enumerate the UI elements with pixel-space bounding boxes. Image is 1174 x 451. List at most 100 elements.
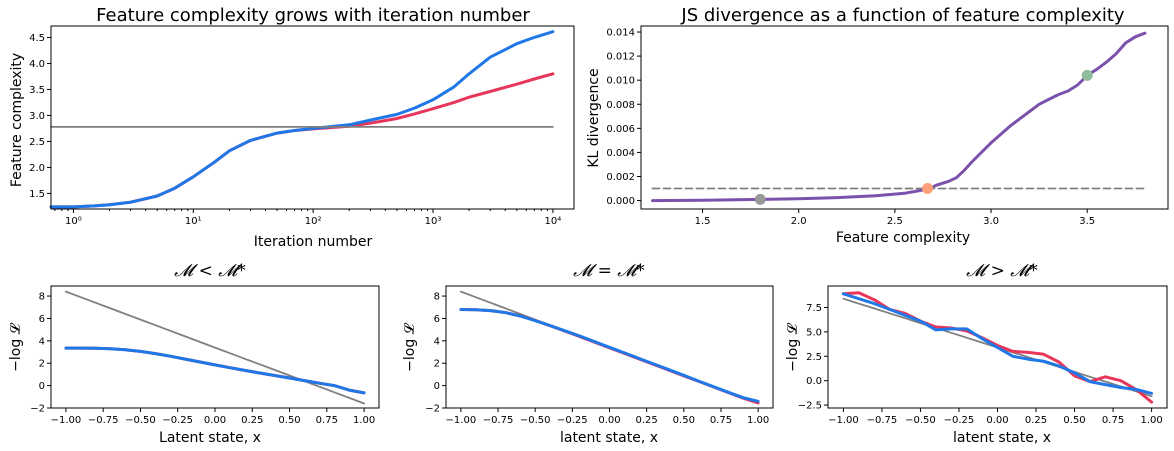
x-axis-label: latent state, x [560, 430, 658, 446]
chart-title: 𝓜 < 𝓜* [174, 261, 246, 281]
y-tick-label: 6 [39, 314, 45, 325]
x-tick-label: 3.0 [983, 216, 999, 227]
highlight-point [922, 183, 934, 195]
x-tick-label: 1.5 [695, 216, 711, 227]
y-tick-label: −2 [425, 404, 440, 415]
y-axis-label: Feature complexity [9, 53, 25, 187]
x-tick-label: −1.00 [51, 415, 82, 426]
x-tick-label: 10⁴ [545, 216, 562, 227]
x-axis-label: Feature complexity [836, 230, 970, 246]
y-tick-label: 4 [434, 336, 440, 347]
y-tick-label: 0.004 [606, 148, 635, 159]
y-tick-label: 1.5 [29, 189, 45, 200]
x-tick-label: −0.75 [867, 415, 898, 426]
y-tick-label: 3.0 [29, 111, 45, 122]
x-tick-label: 3.5 [1079, 216, 1095, 227]
chart-title: 𝓜 > 𝓜* [966, 261, 1038, 281]
x-tick-label: 10⁰ [65, 216, 82, 227]
chart-panel-js-divergence: JS divergence as a function of feature c… [586, 5, 1169, 246]
x-tick-label: 0.00 [204, 415, 226, 426]
chart-title: Feature complexity grows with iteration … [96, 5, 530, 26]
y-tick-label: 0.010 [606, 76, 635, 87]
plot-frame [640, 25, 1169, 210]
y-tick-label: 2.0 [29, 163, 45, 174]
y-tick-label: 0.000 [606, 196, 635, 207]
y-axis-label: −log 𝓛 [785, 322, 801, 372]
series-line-blue [49, 30, 555, 209]
y-tick-label: 5.0 [806, 327, 822, 338]
y-tick-label: 2.5 [806, 352, 822, 363]
series-line-blue [64, 346, 366, 395]
x-tick-label: 10³ [425, 216, 442, 227]
plot-frame [50, 25, 575, 210]
y-tick-label: 8 [434, 292, 440, 303]
x-tick-label: 0.25 [1025, 415, 1047, 426]
plot-area: −1.00 −0.75 −0.50 −0.25 0.00 0.25 0.50 0.75 1.00… [30, 285, 380, 426]
x-tick-label: −0.25 [557, 415, 588, 426]
chart-panel-m-equal: 𝓜 = 𝓜* latent state, x −log 𝓛 −1.00 −0.75… [402, 261, 774, 446]
y-tick-label: 0.002 [606, 172, 635, 183]
y-tick-label: 4.5 [29, 33, 45, 44]
series-line-blue [841, 292, 1154, 395]
y-tick-label: 7.5 [806, 303, 822, 314]
y-axis-label: −log 𝓛 [402, 322, 418, 372]
x-tick-label: 0.75 [1102, 415, 1124, 426]
y-tick-label: 0.0 [806, 376, 822, 387]
x-tick-label: 0.50 [1063, 415, 1085, 426]
y-tick-label: 2 [434, 359, 440, 370]
x-tick-label: 0.50 [278, 415, 300, 426]
x-axis-label: Iteration number [254, 234, 373, 250]
x-tick-label: −0.50 [905, 415, 936, 426]
series-line-purple [651, 31, 1147, 203]
x-tick-label: −0.25 [944, 415, 975, 426]
x-axis-label: latent state, x [953, 430, 1051, 446]
x-tick-label: 2.5 [887, 216, 903, 227]
x-tick-label: 1.00 [747, 415, 769, 426]
y-tick-label: −2.5 [798, 401, 822, 412]
chart-title: JS divergence as a function of feature c… [680, 5, 1125, 26]
y-tick-label: 6 [434, 314, 440, 325]
x-tick-label: −1.00 [828, 415, 859, 426]
x-tick-label: 2.0 [791, 216, 807, 227]
series-line-red [459, 308, 760, 405]
x-tick-label: −1.00 [446, 415, 477, 426]
x-tick-label: 0.50 [673, 415, 695, 426]
y-tick-label: 4 [39, 336, 45, 347]
x-tick-label: 0.75 [710, 415, 732, 426]
series-line-blue [459, 308, 760, 403]
chart-panel-complexity-vs-iteration: Feature complexity grows with iteration … [9, 5, 575, 250]
plot-area: −1.00 −0.75 −0.50 −0.25 0.00 0.25 0.50 0.75 1.00… [798, 285, 1168, 426]
y-tick-label: 3.5 [29, 85, 45, 96]
y-tick-label: 0 [434, 381, 440, 392]
series-line-grey [65, 290, 366, 405]
y-tick-label: 0.012 [606, 52, 635, 63]
y-tick-label: −2 [30, 404, 45, 415]
x-tick-label: −0.75 [483, 415, 514, 426]
x-tick-label: 0.25 [241, 415, 263, 426]
x-tick-label: 10¹ [185, 216, 202, 227]
plot-area: 1.5 2.0 2.5 3.0 3.5 0.000 0.002 0.004 0.006 0.008… [606, 25, 1169, 227]
y-tick-label: 2.5 [29, 137, 45, 148]
y-tick-label: 4.0 [29, 59, 45, 70]
y-tick-label: 8 [39, 292, 45, 303]
chart-panel-m-greater: 𝓜 > 𝓜* latent state, x −log 𝓛 −1.00 −0.75… [785, 261, 1168, 446]
x-tick-label: 0.00 [598, 415, 620, 426]
x-axis-label: Latent state, x [159, 430, 261, 446]
highlight-point [754, 193, 766, 205]
chart-panel-m-less: 𝓜 < 𝓜* Latent state, x −log 𝓛 −1.00 −0.75… [8, 261, 380, 446]
x-tick-label: −0.50 [520, 415, 551, 426]
y-axis-label: KL divergence [586, 68, 602, 167]
y-tick-label: 2 [39, 359, 45, 370]
x-tick-label: 10² [305, 216, 322, 227]
x-tick-label: −0.75 [88, 415, 119, 426]
x-tick-label: −0.25 [162, 415, 193, 426]
x-tick-label: 0.75 [316, 415, 338, 426]
series-line-red [49, 72, 555, 209]
x-tick-label: 1.00 [1140, 415, 1162, 426]
y-tick-label: 0.014 [606, 28, 635, 39]
x-tick-label: 0.25 [636, 415, 658, 426]
highlight-point [1081, 69, 1093, 81]
x-tick-label: 0.00 [986, 415, 1008, 426]
y-tick-label: 0.008 [606, 100, 635, 111]
